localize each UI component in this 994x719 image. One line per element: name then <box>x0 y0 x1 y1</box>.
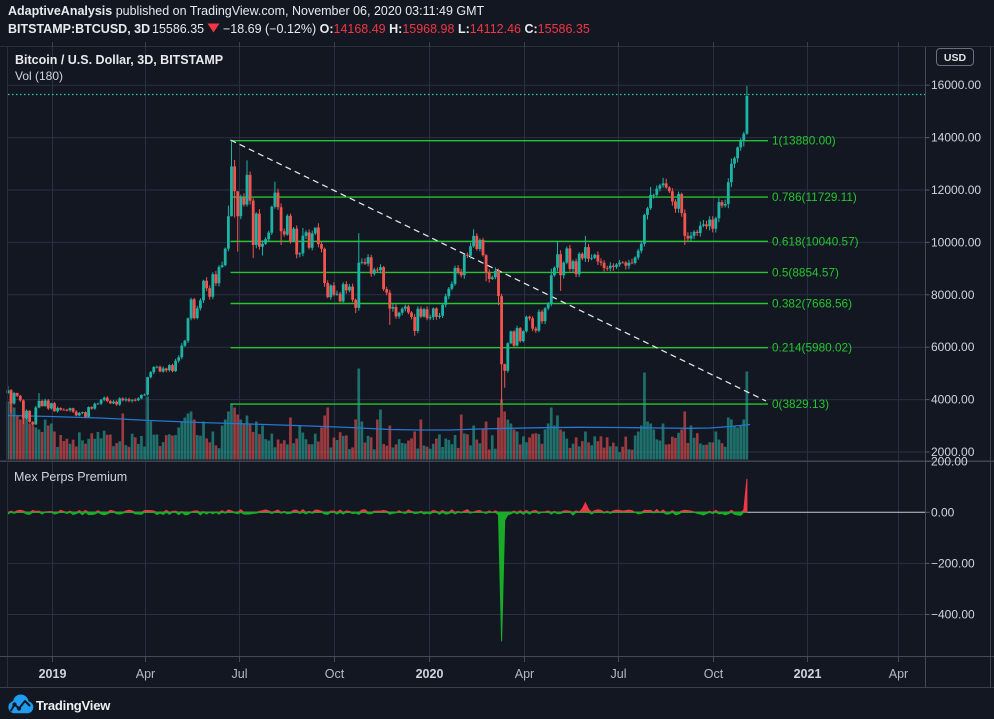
svg-text:8000.00: 8000.00 <box>931 288 975 302</box>
svg-text:Oct: Oct <box>325 667 345 681</box>
svg-text:2000.00: 2000.00 <box>931 445 975 459</box>
svg-text:0.00: 0.00 <box>931 505 955 519</box>
svg-text:14000.00: 14000.00 <box>931 131 981 145</box>
svg-text:BITSTAMP:BTCUSD, 3D: BITSTAMP:BTCUSD, 3D <box>8 22 150 36</box>
svg-text:4000.00: 4000.00 <box>931 393 975 407</box>
svg-text:0.5(8854.57): 0.5(8854.57) <box>772 265 839 279</box>
svg-text:Apr: Apr <box>136 667 155 681</box>
svg-text:AdaptiveAnalysis published on: AdaptiveAnalysis published on TradingVie… <box>8 4 485 18</box>
svg-text:−200.00: −200.00 <box>931 556 975 570</box>
svg-text:Apr: Apr <box>515 667 534 681</box>
svg-text:TradingView: TradingView <box>36 698 111 713</box>
svg-text:Bitcoin / U.S. Dollar, 3D, BIT: Bitcoin / U.S. Dollar, 3D, BITSTAMP <box>15 53 223 67</box>
svg-text:200.00: 200.00 <box>931 454 968 468</box>
svg-text:15586.35: 15586.35 <box>152 22 204 36</box>
svg-text:2020: 2020 <box>416 667 444 681</box>
svg-text:−18.69 (−0.12%) O:14168.49 H:1: −18.69 (−0.12%) O:14168.49 H:15968.98 L:… <box>223 22 590 36</box>
svg-text:Jul: Jul <box>611 667 627 681</box>
svg-text:1(13880.00): 1(13880.00) <box>772 134 836 148</box>
svg-text:USD: USD <box>944 52 967 64</box>
svg-text:0.214(5980.02): 0.214(5980.02) <box>772 341 852 355</box>
svg-text:16000.00: 16000.00 <box>931 78 981 92</box>
svg-text:2019: 2019 <box>39 667 67 681</box>
svg-text:0.618(10040.57): 0.618(10040.57) <box>772 234 859 248</box>
svg-text:Vol (180): Vol (180) <box>15 69 63 83</box>
svg-text:0.382(7668.56): 0.382(7668.56) <box>772 297 852 311</box>
svg-text:2021: 2021 <box>794 667 822 681</box>
svg-text:Jul: Jul <box>232 667 248 681</box>
svg-text:Apr: Apr <box>889 667 908 681</box>
svg-text:10000.00: 10000.00 <box>931 235 981 249</box>
svg-text:Oct: Oct <box>704 667 724 681</box>
svg-text:6000.00: 6000.00 <box>931 340 975 354</box>
svg-text:Mex Perps Premium: Mex Perps Premium <box>14 470 127 484</box>
svg-text:0.786(11729.11): 0.786(11729.11) <box>772 190 857 204</box>
svg-text:12000.00: 12000.00 <box>931 183 981 197</box>
svg-text:0(3829.13): 0(3829.13) <box>772 397 829 411</box>
svg-text:−400.00: −400.00 <box>931 608 975 622</box>
